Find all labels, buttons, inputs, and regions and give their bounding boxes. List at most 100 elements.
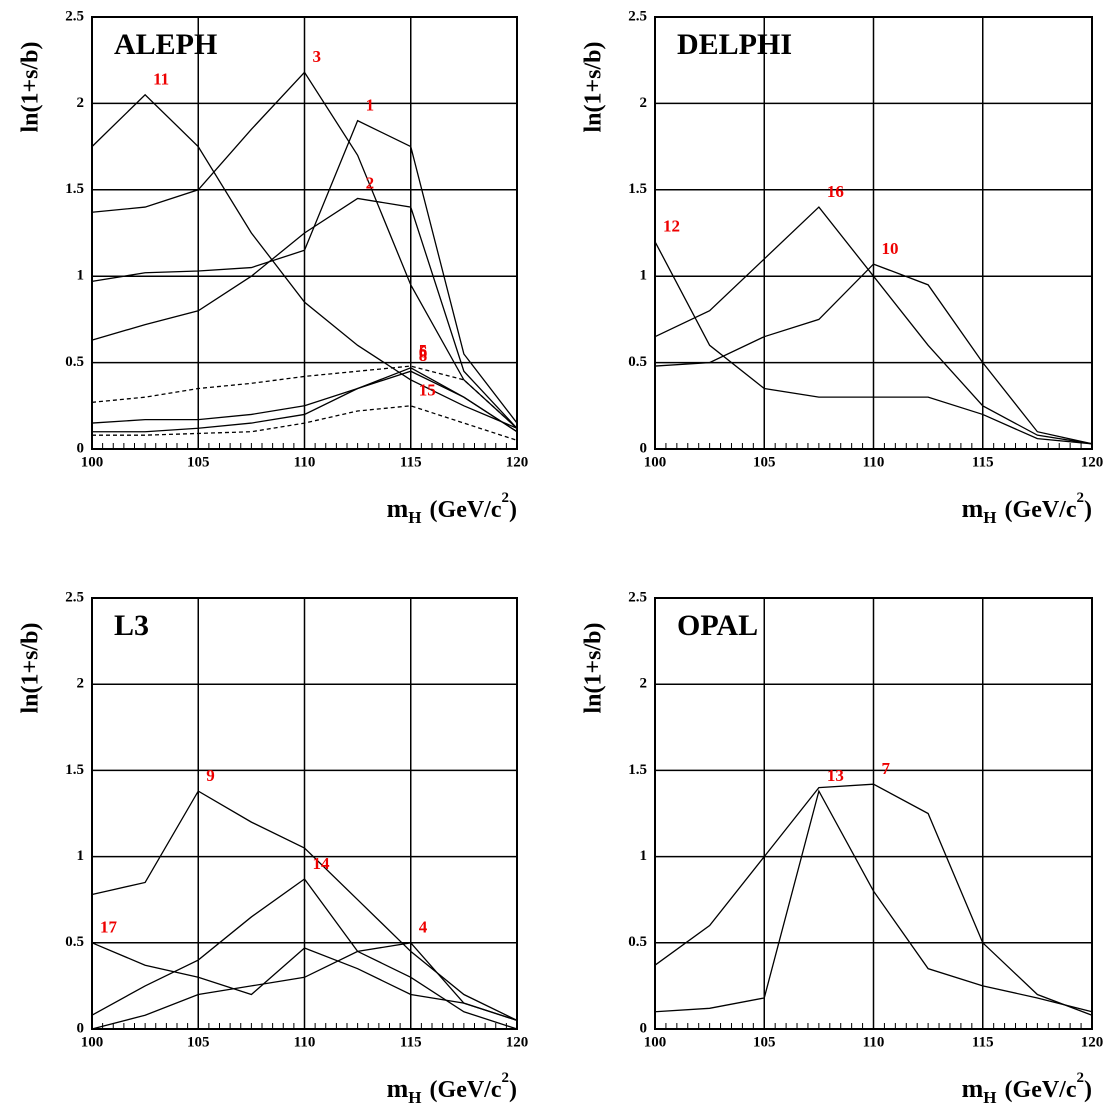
y-tick-label: 0 [640,1020,648,1036]
x-axis-label-part: (GeV/c [1005,1077,1077,1103]
y-tick-label: 1.5 [628,181,647,197]
curve-label: 9 [206,766,215,785]
x-axis-label: mH (GeV/c2) [387,1070,517,1106]
y-tick-label: 2 [77,676,85,692]
curve [91,942,518,1021]
x-axis-label-part: ) [509,1077,517,1103]
x-tick-label: 105 [187,1034,210,1050]
x-axis-label-part: (GeV/c [430,497,502,523]
curve-label: 16 [827,182,844,201]
panel-title: DELPHI [677,28,792,61]
curve [654,789,1093,1013]
x-tick-label: 105 [753,454,776,470]
x-tick-label: 115 [400,454,422,470]
curve-label: 8 [419,346,428,365]
x-axis-label-part: m [962,494,984,523]
curve-label: 11 [153,70,169,89]
x-tick-label: 120 [506,1034,529,1050]
x-axis-label-part: 2 [502,1070,510,1086]
y-tick-label: 0 [640,440,648,456]
x-tick-label: 100 [644,1034,667,1050]
panel: 100 105 110 115 120 0 0.5 1 1.5 2 2.5 L3 ln(1+s/b) mH… [18,589,529,1106]
y-axis-label: ln(1+s/b) [581,41,607,132]
x-axis-label-part: m [387,494,409,523]
curve-label: 7 [882,759,891,778]
x-axis-label: mH (GeV/c2) [962,490,1092,526]
x-axis-label: mH (GeV/c2) [962,1070,1092,1106]
y-tick-label: 1 [640,268,648,284]
x-axis-label-part: m [962,1074,984,1103]
curve-label: 13 [827,766,844,785]
curve [91,365,518,429]
curve [654,263,1093,445]
panel: 100 105 110 115 120 0 0.5 1 1.5 2 2.5 DELPHI ln(1+s/… [581,8,1104,526]
x-axis-label-part: (GeV/c [430,1077,502,1103]
panel-title: OPAL [677,609,758,642]
curve [654,241,1093,445]
curve [654,206,1093,445]
curve-label: 14 [313,854,331,873]
x-axis-label-part: ) [1084,1077,1092,1103]
x-tick-label: 120 [1081,1034,1104,1050]
y-tick-label: 2 [640,676,648,692]
x-tick-label: 120 [506,454,529,470]
curve-label: 4 [419,918,428,937]
y-tick-label: 0.5 [65,354,84,370]
curve-label: 6 [419,343,428,362]
curve [91,71,518,429]
x-axis-label-part: ) [1084,497,1092,523]
x-tick-label: 105 [753,1034,776,1050]
x-tick-label: 110 [294,1034,316,1050]
y-tick-label: 1.5 [65,181,84,197]
curve-label: 15 [419,381,436,400]
x-tick-label: 120 [1081,454,1104,470]
x-axis-label-part: H [408,1088,421,1107]
panel: 100 105 110 115 12000.511.522.5ALEPHln(1+s/b… [18,8,529,526]
plot-frame [654,597,1093,1030]
curve-label: 2 [366,173,375,192]
x-axis-label: mH (GeV/c2) [387,490,517,526]
y-tick-label: 1 [77,848,85,864]
x-tick-label: 115 [400,1034,422,1050]
curve [91,942,518,1030]
x-axis-label-part: ) [509,497,517,523]
panel-title: ALEPH [114,28,217,61]
x-axis-label-part: H [408,508,421,527]
y-tick-label: 1 [77,268,85,284]
y-axis-label: ln(1+s/b) [18,41,44,132]
x-axis-label-part: H [983,1088,996,1107]
y-tick-label: 0 [77,440,85,456]
x-tick-label: 105 [187,454,210,470]
y-tick-label: 2.5 [65,589,84,605]
curve-label: 17 [100,918,118,937]
y-tick-label: 2.5 [628,8,647,24]
x-axis-label-part: 2 [502,490,510,506]
x-axis-label-part: H [983,508,996,527]
x-tick-label: 110 [863,1034,885,1050]
x-tick-label: 110 [863,454,885,470]
curve [92,367,518,433]
y-axis-label: ln(1+s/b) [18,622,44,713]
plot-frame [91,597,518,1030]
x-axis-label-part: m [387,1074,409,1103]
y-axis-label: ln(1+s/b) [581,622,607,713]
plot-frame [654,16,1093,450]
curve [91,790,518,1021]
y-tick-label: 2.5 [628,589,647,605]
curve-label: 1 [366,96,375,115]
x-tick-label: 110 [294,454,316,470]
x-axis-label-part: 2 [1077,1070,1085,1086]
y-tick-label: 0 [77,1020,85,1036]
x-axis-label-part: (GeV/c [1005,497,1077,523]
panel-title: L3 [114,609,149,642]
curve [91,197,518,429]
x-tick-label: 115 [972,454,994,470]
plot-frame [91,16,518,450]
y-tick-label: 0.5 [628,934,647,950]
y-tick-label: 2 [77,95,85,111]
curve [91,370,518,433]
x-tick-label: 100 [81,454,104,470]
curve [91,119,518,424]
x-tick-label: 115 [972,1034,994,1050]
